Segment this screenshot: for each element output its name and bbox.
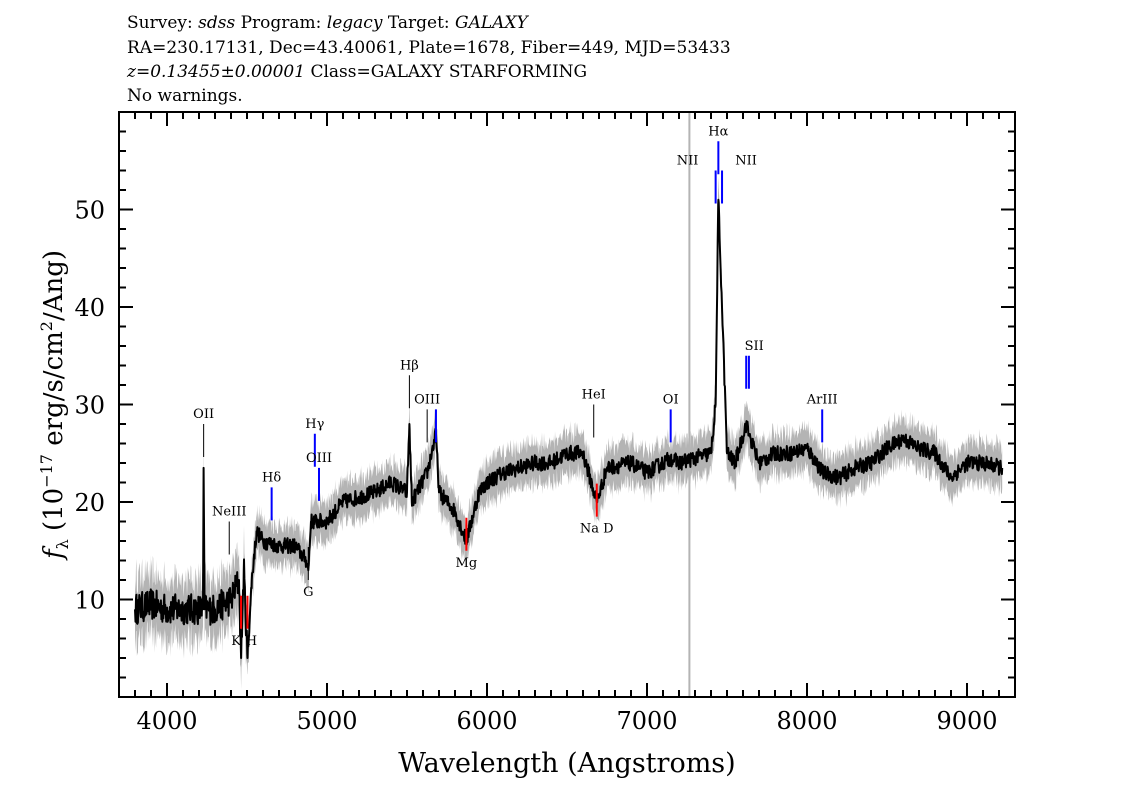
x-tick-label: 8000 (776, 707, 837, 735)
title-line-coordinates: RA=230.17131, Dec=43.40061, Plate=1678, … (127, 38, 731, 58)
line-label-3: Hγ (305, 417, 324, 432)
line-label-1: NeIII (212, 505, 246, 520)
line-label-5: Hβ (400, 358, 419, 373)
x-tick-label: 6000 (456, 707, 517, 735)
line-label-16: K (231, 634, 241, 649)
y-tick-label: 50 (74, 197, 105, 225)
plot-frame (118, 111, 1016, 698)
y-tick-label: 30 (74, 392, 105, 420)
title-line-redshift: z=0.13455±0.00001 Class=GALAXY STARFORMI… (127, 62, 588, 82)
x-tick-label: 5000 (296, 707, 357, 735)
flux-line (134, 198, 1004, 659)
line-label-11: Hα (708, 124, 728, 139)
error-band (135, 177, 1003, 691)
line-label-13: SII (745, 339, 764, 354)
y-tick-label: 20 (74, 489, 105, 517)
line-label-18: G (303, 585, 313, 600)
y-tick-label: 40 (74, 294, 105, 322)
line-label-15: ArIII (806, 392, 838, 407)
x-axis-label: Wavelength (Angstroms) (398, 748, 735, 779)
title-line-warnings: No warnings. (127, 86, 243, 106)
line-label-17: H (246, 634, 257, 649)
line-label-6: OIII (414, 392, 440, 407)
line-label-8: HeI (582, 388, 606, 403)
line-label-10: NII (677, 154, 699, 169)
line-label-0: OII (193, 407, 214, 422)
x-tick-label: 9000 (936, 707, 997, 735)
line-label-19: Mg (456, 556, 478, 571)
x-tick-label: 4000 (136, 707, 197, 735)
line-label-2: Hδ (262, 470, 281, 485)
x-tick-label: 7000 (616, 707, 677, 735)
y-tick-label: 10 (74, 587, 105, 615)
line-label-12: NII (735, 154, 757, 169)
title-line-survey: Survey: sdss Program: legacy Target: GAL… (127, 13, 528, 33)
line-label-9: OI (663, 392, 679, 407)
line-label-4: OIII (306, 451, 332, 466)
y-axis-label: fλ (10−17 erg/s/cm2/Ang) (37, 250, 72, 561)
line-label-20: Na D (580, 522, 614, 537)
